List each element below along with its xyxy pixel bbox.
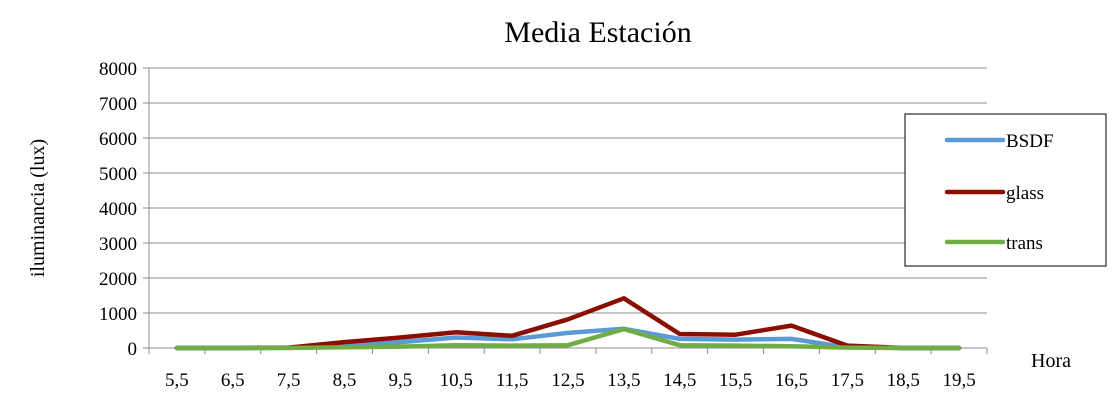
legend-label-trans: trans: [1006, 233, 1043, 254]
x-tick-label: 14,5: [663, 370, 696, 391]
legend: BSDF glass trans: [904, 113, 1107, 267]
y-tick-label: 1000: [99, 304, 137, 325]
y-tick-label: 3000: [99, 234, 137, 255]
x-tick-label: 13,5: [607, 370, 640, 391]
axes: [148, 68, 988, 354]
y-axis-title: iluminancia (lux): [27, 139, 49, 277]
gridlines: [143, 67, 987, 349]
x-tick-label: 19,5: [942, 370, 975, 391]
x-tick-label: 16,5: [775, 370, 808, 391]
x-tick-label: 11,5: [496, 370, 529, 391]
x-tick-label: 12,5: [551, 370, 584, 391]
x-tick-label: 15,5: [719, 370, 752, 391]
series-line-trans: [174, 326, 962, 351]
x-tick-label: 8,5: [333, 370, 357, 391]
x-tick-label: 5,5: [165, 370, 189, 391]
x-tick-label: 9,5: [389, 370, 413, 391]
y-tick-labels: 0 1000 2000 3000 4000 5000 6000 7000 8000: [99, 59, 137, 360]
y-tick-label: 0: [128, 339, 138, 360]
x-tick-label: 7,5: [277, 370, 301, 391]
y-tick-label: 7000: [99, 94, 137, 115]
chart-title: Media Estación: [504, 16, 691, 49]
y-tick-label: 8000: [99, 59, 137, 80]
legend-label-bsdf: BSDF: [1006, 131, 1054, 152]
legend-box: [904, 113, 1107, 267]
x-axis-title: Hora: [1031, 350, 1071, 372]
y-tick-label: 6000: [99, 129, 137, 150]
series-lines: [174, 296, 962, 351]
x-tick-label: 17,5: [831, 370, 864, 391]
x-tick-labels: 5,5 6,5 7,5 8,5 9,5 10,5 11,5 12,5 13,5 14,5 15,5 1…: [165, 370, 976, 391]
x-tick-label: 18,5: [887, 370, 920, 391]
y-tick-label: 4000: [99, 199, 137, 220]
y-tick-label: 2000: [99, 269, 137, 290]
series-line-glass: [174, 296, 962, 351]
x-tick-label: 10,5: [440, 370, 473, 391]
y-tick-label: 5000: [99, 164, 137, 185]
legend-label-glass: glass: [1006, 183, 1044, 204]
x-tick-label: 6,5: [221, 370, 245, 391]
